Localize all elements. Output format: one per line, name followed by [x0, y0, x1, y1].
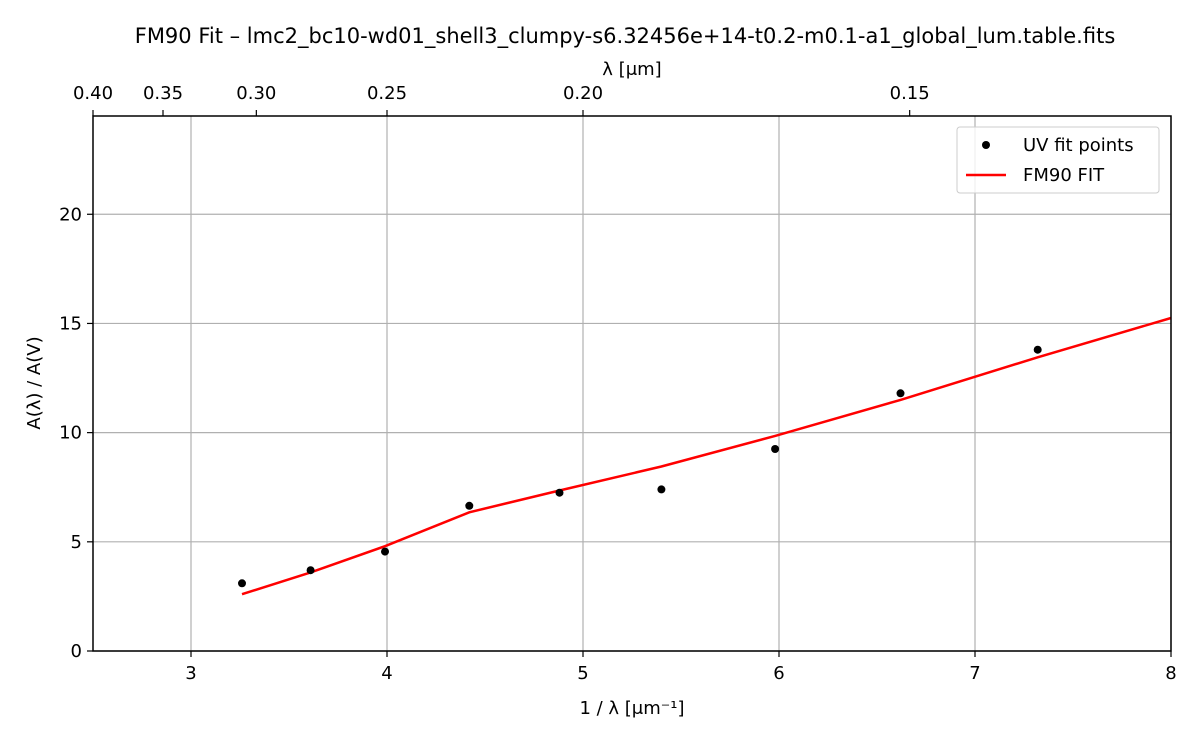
x-tick-label: 5	[577, 663, 588, 684]
legend-label-uv-fit-points: UV fit points	[1023, 135, 1134, 156]
y-axis-label: A(λ) / A(V)	[24, 336, 45, 429]
legend-box	[956, 126, 1160, 194]
x-axis-label: 1 / λ [μm⁻¹]	[579, 698, 684, 719]
top-axis-ticks: 0.40 0.35 0.30 0.25 0.20 0.15	[73, 83, 930, 116]
top-tick-label: 0.30	[236, 83, 276, 104]
y-tick-label: 10	[59, 423, 82, 444]
fit-line-layer	[241, 316, 1172, 596]
uv-fit-point	[1033, 345, 1042, 354]
y-tick-label: 0	[71, 641, 82, 662]
fm90-fit-line	[241, 316, 1172, 596]
x-tick-label: 3	[185, 663, 196, 684]
y-axis-ticks: 0 5 10 15 20	[59, 204, 93, 662]
legend-label-fm90-fit: FM90 FIT	[1023, 165, 1105, 186]
uv-fit-point	[381, 547, 389, 556]
plot-area-frame	[92, 115, 1172, 652]
x-tick-label: 6	[773, 663, 784, 684]
uv-fit-point	[657, 485, 666, 494]
data-points-layer	[238, 345, 1042, 588]
x-tick-label: 8	[1165, 663, 1176, 684]
y-tick-label: 5	[71, 532, 82, 553]
top-axis-label: λ [μm]	[602, 59, 661, 80]
top-tick-label: 0.35	[143, 83, 183, 104]
uv-fit-point	[896, 389, 905, 398]
legend-marker-uv-fit-points	[982, 141, 990, 149]
y-tick-label: 20	[59, 204, 82, 225]
y-tick-label: 15	[59, 313, 82, 334]
uv-fit-point	[555, 488, 564, 497]
top-tick-label: 0.40	[73, 83, 113, 104]
top-tick-label: 0.15	[890, 83, 930, 104]
x-tick-label: 7	[969, 663, 980, 684]
uv-fit-point	[771, 445, 780, 453]
top-tick-label: 0.25	[367, 83, 407, 104]
uv-fit-point	[465, 501, 474, 510]
top-tick-label: 0.20	[563, 83, 603, 104]
x-tick-label: 4	[381, 663, 392, 684]
uv-fit-point	[306, 566, 315, 575]
chart-title: FM90 Fit – lmc2_bc10-wd01_shell3_clumpy-…	[135, 24, 1116, 49]
x-axis-ticks: 3 4 5 6 7 8	[185, 651, 1177, 684]
uv-fit-point	[238, 579, 246, 588]
legend: UV fit points FM90 FIT	[956, 126, 1160, 194]
